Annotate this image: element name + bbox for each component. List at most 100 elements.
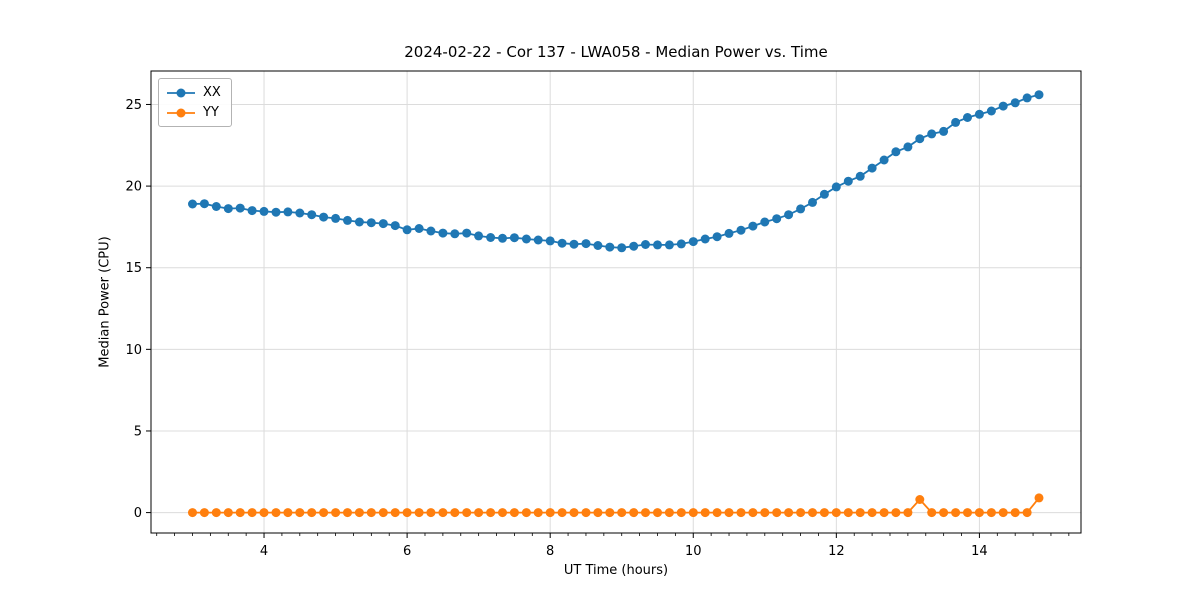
- series-yy-point: [700, 508, 710, 518]
- series-xx-point: [581, 239, 591, 249]
- series-yy-point: [998, 508, 1008, 518]
- series-xx-point: [927, 129, 937, 139]
- series-xx-point: [450, 229, 460, 239]
- series-xx-point: [772, 214, 782, 224]
- series-xx-point: [259, 206, 269, 216]
- series-yy-point: [808, 508, 817, 518]
- series-yy-point: [474, 508, 484, 518]
- series-yy-point: [784, 508, 794, 518]
- y-tick-label: 20: [125, 180, 142, 195]
- series-xx-point: [843, 176, 853, 186]
- series-xx-point: [676, 239, 686, 249]
- series-xx-point: [331, 213, 341, 223]
- x-tick-label: 6: [403, 544, 411, 559]
- series-yy-point: [462, 508, 472, 518]
- series-xx-point: [986, 106, 996, 116]
- series-yy-point: [903, 508, 913, 518]
- legend-marker-yy-icon: [167, 108, 195, 117]
- series-yy-point: [295, 508, 305, 518]
- series-yy-point: [223, 508, 233, 518]
- series-xx-point: [343, 215, 352, 225]
- series-yy-point: [629, 508, 639, 518]
- y-tick-label: 25: [125, 98, 142, 113]
- y-axis-label: Median Power (CPU): [97, 236, 113, 368]
- series-xx-point: [808, 197, 817, 207]
- series-xx-point: [831, 182, 841, 192]
- series-yy-point: [533, 508, 543, 518]
- series-xx-point: [426, 226, 436, 236]
- series-yy-point: [653, 508, 662, 518]
- series-xx-point: [188, 199, 197, 209]
- series-xx-point: [736, 225, 746, 235]
- series-yy-point: [891, 508, 901, 518]
- series-yy-point: [426, 508, 436, 518]
- series-xx-point: [748, 221, 758, 231]
- series-xx-point: [617, 243, 627, 253]
- series-xx-point: [903, 142, 913, 152]
- series-yy-point: [664, 508, 674, 518]
- series-xx-point: [974, 109, 984, 119]
- series-yy-point: [235, 508, 245, 518]
- x-tick-label: 14: [971, 544, 988, 559]
- plot-border: [150, 70, 1082, 534]
- series-yy-point: [939, 508, 949, 518]
- series-yy-point: [819, 508, 829, 518]
- series-xx-point: [653, 240, 662, 250]
- series-yy-point: [509, 508, 519, 518]
- series-yy-point: [545, 508, 555, 518]
- x-tick-label: 12: [828, 544, 845, 559]
- legend-item-xx: XX: [166, 84, 221, 101]
- series-xx-point: [366, 218, 376, 228]
- series-yy-point: [319, 508, 329, 518]
- series-xx-point: [951, 117, 961, 127]
- series-xx-point: [402, 225, 412, 235]
- series-yy-point: [867, 508, 877, 518]
- series-yy-point: [283, 508, 293, 518]
- legend-label-xx: XX: [203, 85, 221, 100]
- series-yy-point: [569, 508, 579, 518]
- series-yy-point: [855, 508, 865, 518]
- series-yy-point: [963, 508, 972, 518]
- series-xx-point: [593, 241, 603, 250]
- series-yy-point: [927, 508, 937, 518]
- series-xx-point: [414, 224, 424, 233]
- series-yy-point: [605, 508, 615, 518]
- series-xx-point: [939, 126, 949, 136]
- series-xx-point: [998, 101, 1008, 111]
- series-yy-point: [1010, 508, 1020, 518]
- series-yy-point: [581, 508, 591, 518]
- series-yy-point: [307, 508, 317, 518]
- series-xx-point: [700, 234, 710, 244]
- series-yy-point: [641, 508, 650, 518]
- series-yy-point: [688, 508, 698, 518]
- series-xx-point: [295, 208, 305, 218]
- series-yy-point: [199, 508, 209, 518]
- series-xx-point: [438, 228, 448, 238]
- legend-item-yy: YY: [166, 104, 221, 121]
- series-xx-point: [629, 241, 639, 251]
- series-xx-point: [891, 147, 901, 157]
- series-xx-point: [271, 207, 281, 217]
- series-xx-point: [498, 233, 507, 243]
- series-yy-point: [259, 508, 269, 518]
- series-xx-point: [474, 231, 484, 241]
- series-yy-point: [366, 508, 376, 518]
- series-yy-point: [486, 508, 496, 518]
- series-yy-point: [211, 508, 221, 518]
- series-xx-point: [963, 113, 972, 122]
- x-tick-label: 10: [685, 544, 702, 559]
- series-yy-point: [1022, 508, 1032, 518]
- series-xx-point: [354, 217, 364, 227]
- series-yy-point: [557, 508, 567, 518]
- series-xx-point: [486, 233, 496, 242]
- series-xx-point: [307, 210, 317, 220]
- legend: XX YY: [158, 78, 232, 127]
- series-xx-point: [521, 234, 531, 244]
- series-xx-point: [855, 171, 865, 181]
- x-tick-label: 8: [546, 544, 554, 559]
- series-yy-point: [843, 508, 853, 518]
- series-yy-point: [247, 508, 257, 518]
- series-yy-point: [390, 508, 400, 518]
- series-yy-line: [192, 497, 1040, 514]
- x-tick-label: 4: [260, 544, 268, 559]
